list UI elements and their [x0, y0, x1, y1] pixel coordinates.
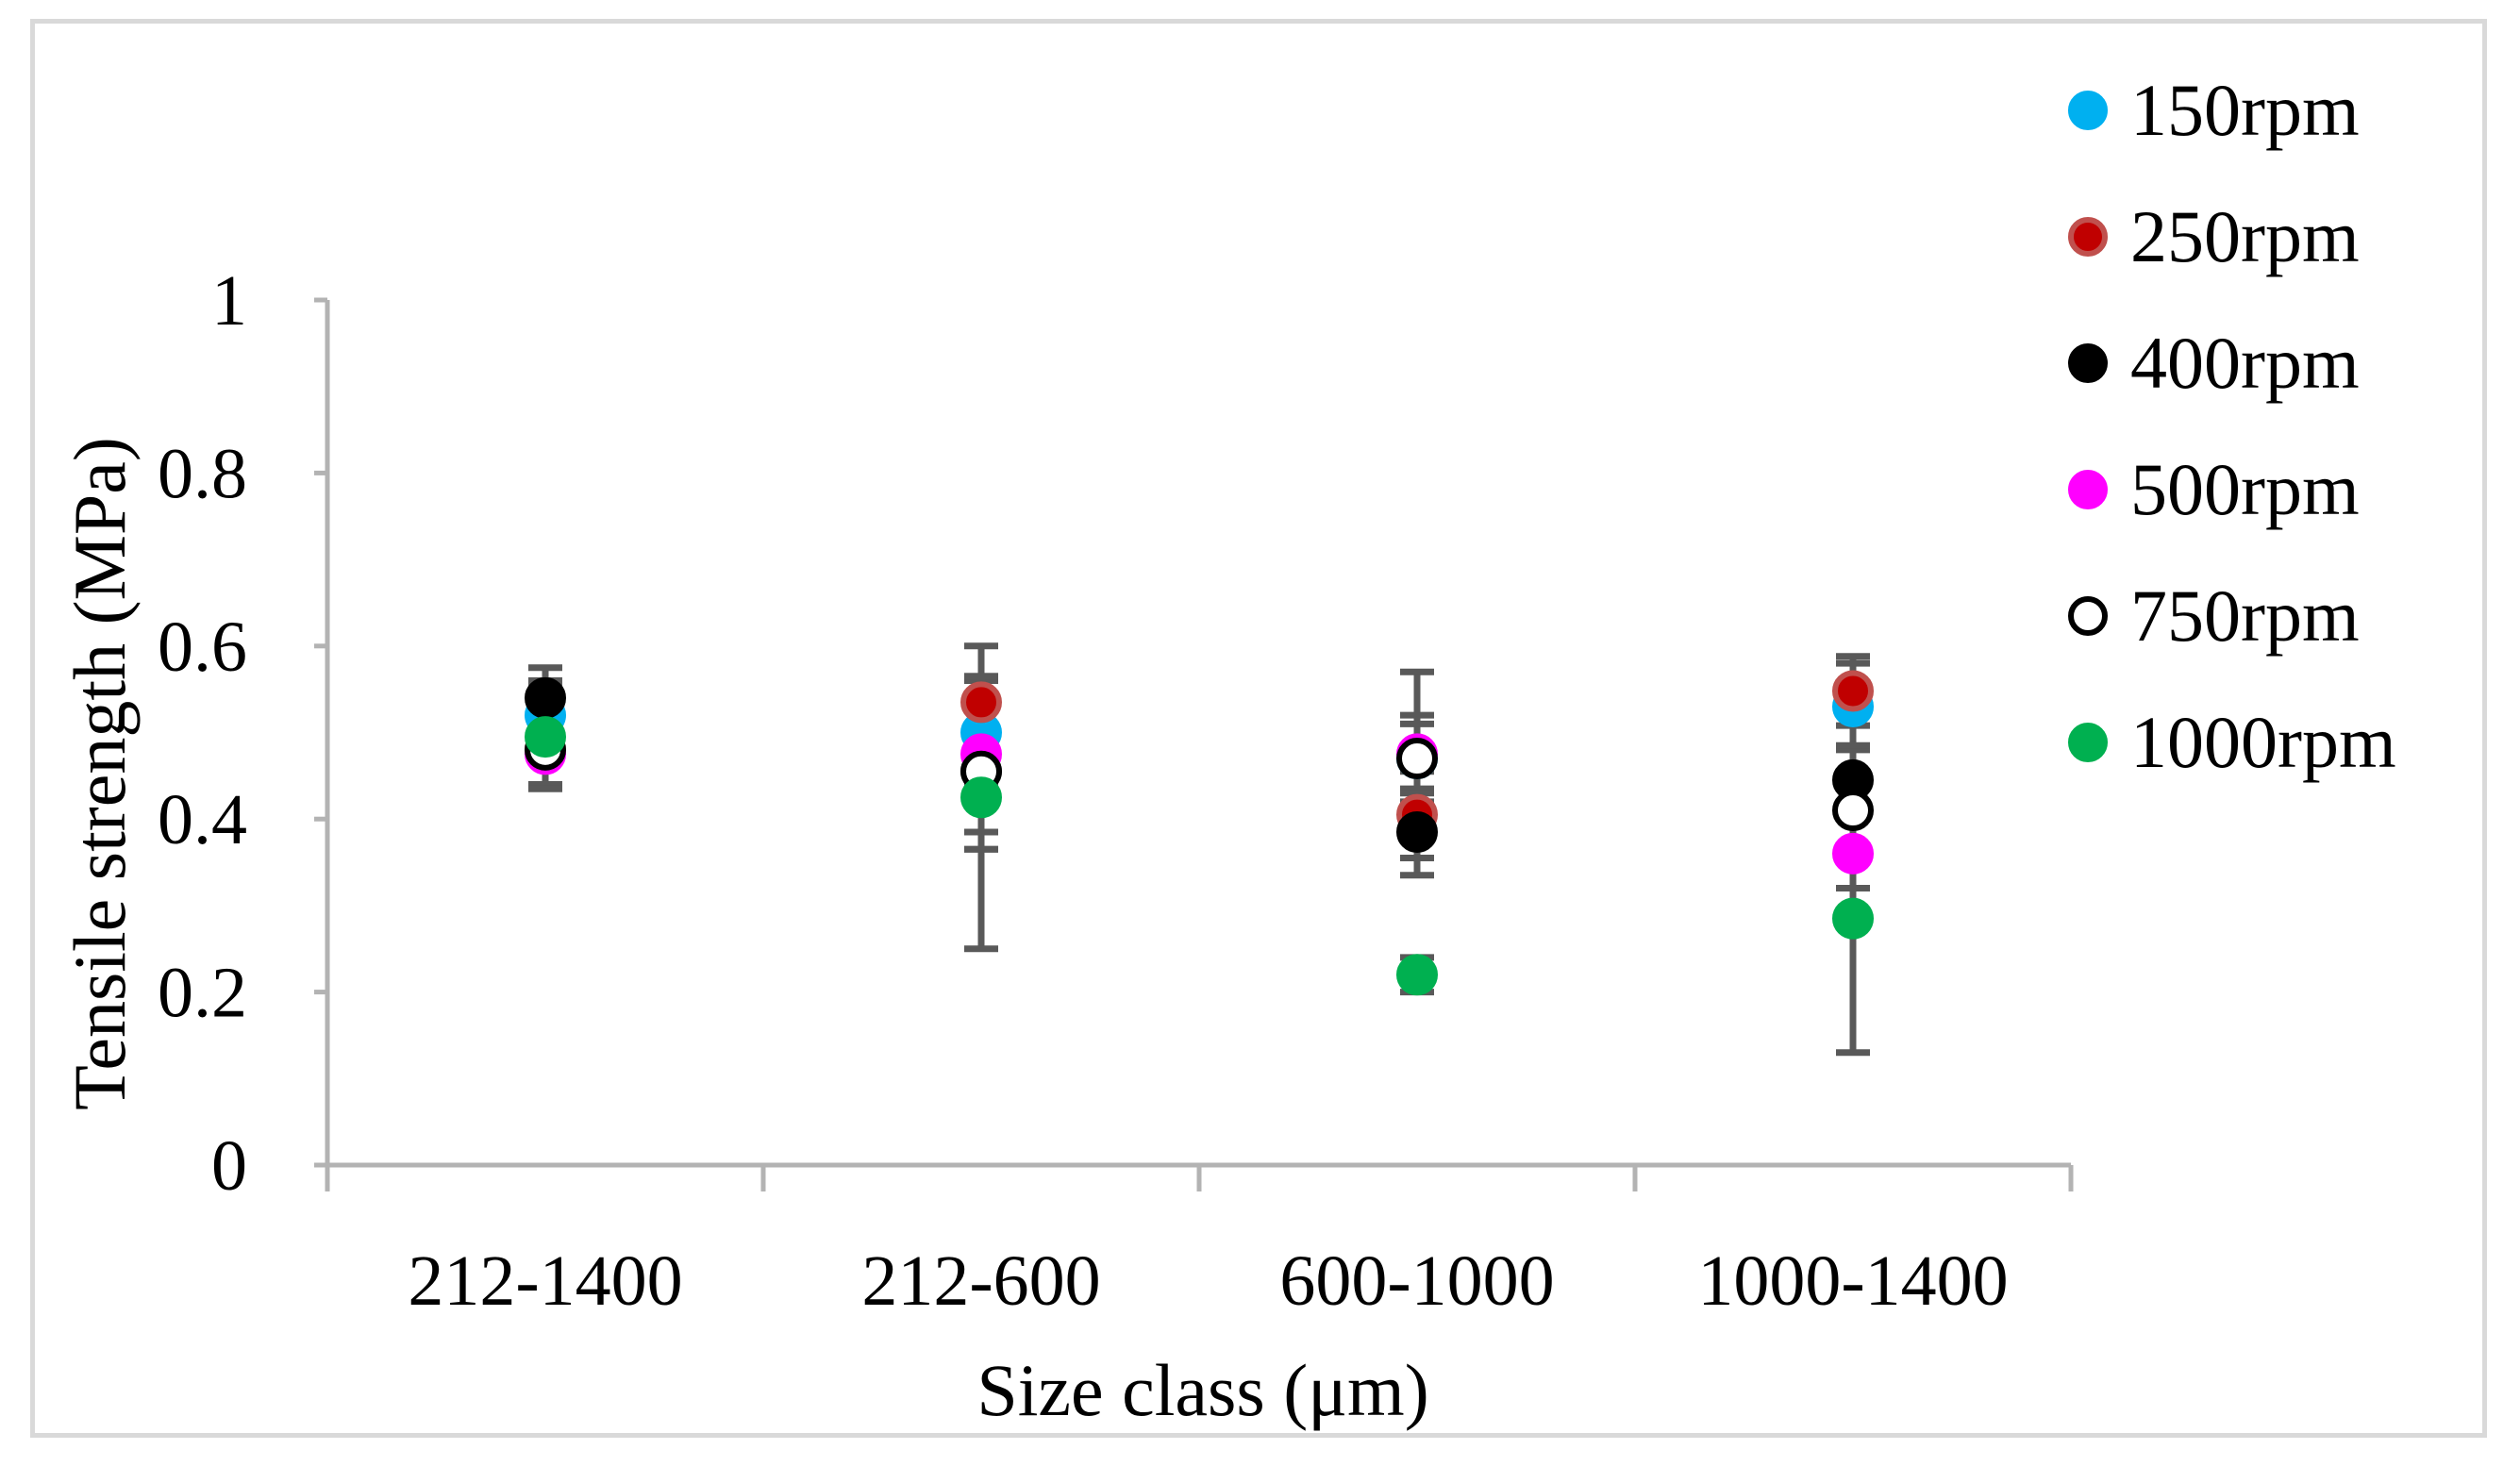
y-tick-label: 1: [211, 261, 247, 341]
legend-marker: [2068, 217, 2108, 257]
legend-marker: [2068, 470, 2108, 509]
legend-label: 500rpm: [2130, 448, 2360, 530]
axes: [314, 297, 2074, 1191]
y-tick-label: 0.6: [158, 608, 247, 687]
y-tick-label: 0.8: [158, 434, 247, 513]
data-point-400rpm: [1396, 810, 1438, 853]
data-point-400rpm: [525, 676, 566, 719]
legend-label: 250rpm: [2130, 195, 2360, 277]
x-tick-labels: 212-1400 212-600 600-1000 1000-1400: [408, 1241, 2008, 1321]
data-point-750rpm: [1832, 790, 1874, 832]
legend-label: 150rpm: [2130, 69, 2360, 151]
data-point-1000rpm: [1832, 897, 1874, 940]
legend-label: 1000rpm: [2130, 701, 2396, 783]
legend: 150rpm 250rpm 400rpm 500rpm 750rpm 1000rpm: [2068, 69, 2396, 783]
legend-marker: [2068, 343, 2108, 383]
legend-item: 750rpm: [2068, 575, 2360, 657]
y-tick-labels: 0 0.2 0.4 0.6 0.8 1: [158, 261, 247, 1206]
y-tick-label: 0: [211, 1126, 247, 1206]
legend-item: 250rpm: [2068, 195, 2360, 277]
data-point-1000rpm: [1396, 954, 1438, 996]
legend-label: 750rpm: [2130, 575, 2360, 657]
y-axis-title: Tensile strength (MPa): [58, 437, 141, 1110]
data-point-250rpm: [1832, 670, 1874, 712]
legend-item: 400rpm: [2068, 322, 2360, 404]
legend-item: 150rpm: [2068, 69, 2360, 151]
legend-item: 500rpm: [2068, 448, 2360, 530]
data-point-1000rpm: [525, 716, 566, 758]
legend-marker: [2068, 596, 2108, 636]
x-tick-label: 1000-1400: [1697, 1241, 2008, 1321]
x-axis-title: Size class (μm): [976, 1349, 1428, 1431]
legend-marker: [2068, 723, 2108, 762]
error-bars: [528, 642, 1870, 1057]
legend-item: 1000rpm: [2068, 701, 2396, 783]
data-point-250rpm: [960, 681, 1002, 724]
y-tick-label: 0.4: [158, 780, 247, 859]
data-points: [525, 670, 1874, 996]
legend-label: 400rpm: [2130, 322, 2360, 404]
x-tick-label: 600-1000: [1279, 1241, 1554, 1321]
x-tick-label: 212-1400: [408, 1241, 682, 1321]
data-point-750rpm: [1396, 738, 1438, 780]
legend-marker: [2068, 91, 2108, 130]
x-tick-label: 212-600: [861, 1241, 1100, 1321]
y-tick-label: 0.2: [158, 954, 247, 1033]
data-point-1000rpm: [960, 776, 1002, 819]
data-point-500rpm: [1832, 832, 1874, 875]
